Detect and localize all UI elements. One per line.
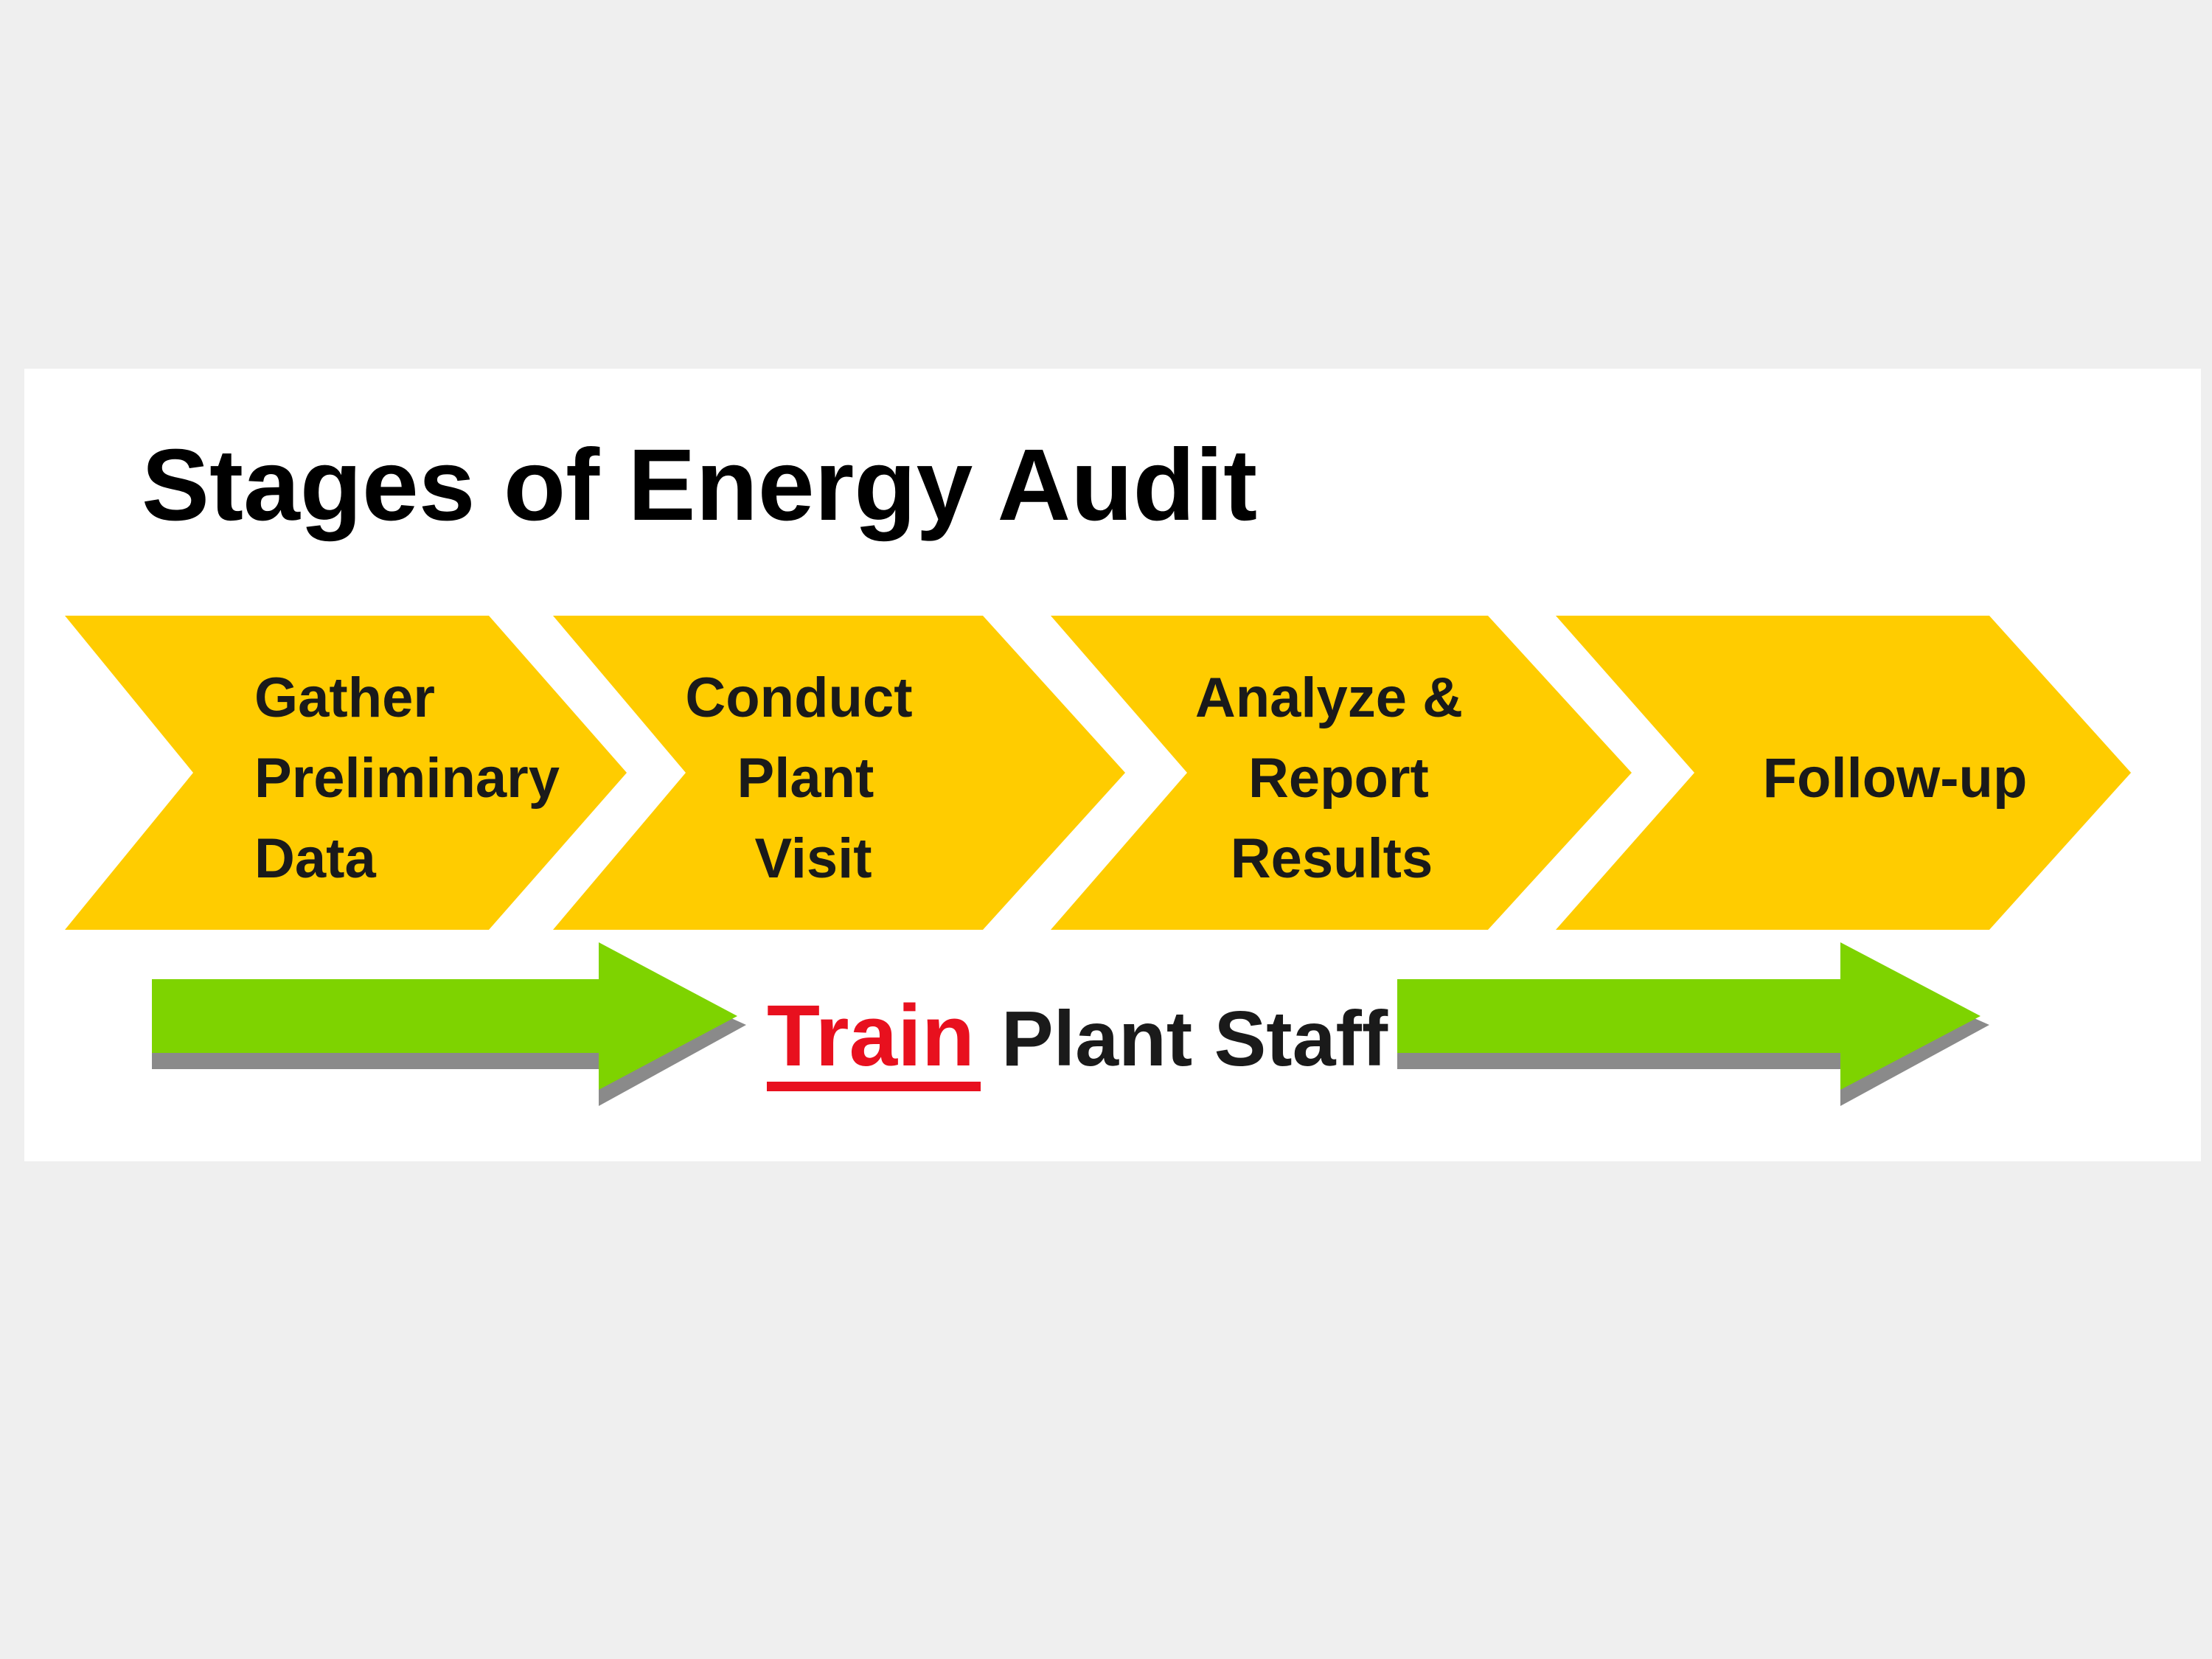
training-label: Train Plant Staff <box>767 987 1388 1091</box>
progress-arrow-right <box>1397 942 1989 1106</box>
stage-2-label: Conduct Plant Visit <box>685 667 928 890</box>
stage-3-line-1: Analyze & <box>1195 667 1463 729</box>
stage-1-line-3: Data <box>254 827 376 890</box>
stage-2-line-2: Plant <box>737 747 874 810</box>
arrow-shape <box>1397 942 1980 1090</box>
chevron-shape <box>1556 616 2131 930</box>
stage-3-label: Analyze & Report Results <box>1195 667 1478 890</box>
slide-title: Stages of Energy Audit <box>142 428 1258 542</box>
progress-arrow-left <box>152 942 746 1106</box>
stage-chevron-4: Follow-up <box>1556 616 2131 930</box>
stage-chevron-3: Analyze & Report Results <box>1051 616 1632 930</box>
stage-chevron-1: Gather Preliminary Data <box>65 616 627 930</box>
plant-staff-text: Plant Staff <box>1001 995 1388 1082</box>
stage-1-line-2: Preliminary <box>254 747 560 810</box>
chevron-shape <box>65 616 627 930</box>
stage-3-line-2: Report <box>1248 747 1429 810</box>
stage-2-line-1: Conduct <box>685 667 912 729</box>
arrow-shape <box>152 942 737 1090</box>
train-word: Train <box>767 987 975 1085</box>
stage-3-line-3: Results <box>1231 827 1433 890</box>
chevron-shape <box>553 616 1125 930</box>
chevron-shape <box>1051 616 1632 930</box>
train-underline <box>767 1082 981 1091</box>
stage-4-line-1: Follow-up <box>1763 747 2028 810</box>
stage-1-label: Gather Preliminary Data <box>254 667 575 890</box>
stage-chevron-2: Conduct Plant Visit <box>553 616 1125 930</box>
stage-1-line-1: Gather <box>254 667 435 729</box>
stage-4-label: Follow-up <box>1763 747 2028 810</box>
stage-2-line-3: Visit <box>754 827 872 890</box>
